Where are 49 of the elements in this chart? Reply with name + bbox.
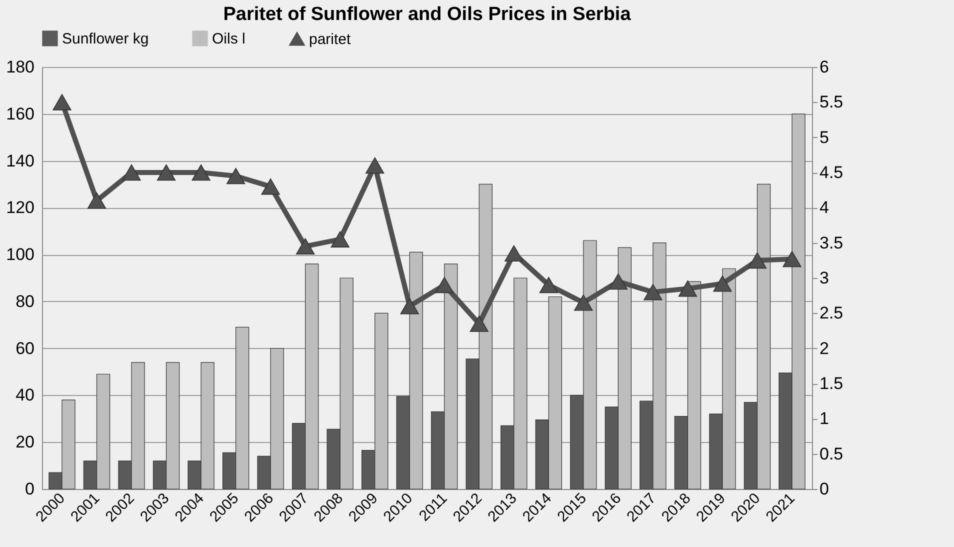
y2-tick-label: 3.5 bbox=[820, 233, 844, 252]
point bbox=[504, 245, 524, 262]
point bbox=[644, 284, 662, 300]
y-tick-label: 120 bbox=[6, 198, 34, 218]
point bbox=[122, 164, 141, 181]
point bbox=[470, 316, 488, 332]
legend-label: paritet bbox=[309, 30, 352, 48]
point bbox=[52, 94, 72, 110]
y2-tick-label: 1 bbox=[820, 409, 829, 428]
y2-tick-label: 4 bbox=[820, 198, 829, 218]
legend-label: Oils l bbox=[212, 30, 246, 48]
point bbox=[296, 238, 315, 254]
point bbox=[539, 276, 558, 294]
legend-label: Sunflower kg bbox=[62, 30, 149, 48]
y2-tick-label: 2 bbox=[820, 338, 829, 358]
point bbox=[192, 164, 210, 181]
point bbox=[226, 168, 246, 184]
y-tick-label: 180 bbox=[6, 58, 34, 76]
y-tick-label: 0 bbox=[25, 480, 34, 498]
point bbox=[574, 294, 593, 311]
y-tick-label: 40 bbox=[16, 386, 34, 405]
point bbox=[678, 280, 698, 297]
y2-tick-label: 5 bbox=[820, 128, 829, 147]
y2-tick-label: 0 bbox=[820, 480, 829, 498]
y2-tick-label: 4.5 bbox=[820, 163, 844, 182]
point bbox=[435, 276, 454, 294]
point bbox=[156, 164, 176, 181]
y-tick-label: 80 bbox=[16, 292, 34, 311]
y2-tick-label: 0.5 bbox=[820, 444, 844, 464]
point bbox=[400, 298, 419, 314]
y-tick-label: 100 bbox=[6, 245, 34, 264]
point bbox=[87, 192, 106, 209]
y2-tick-label: 1.5 bbox=[820, 374, 844, 393]
point bbox=[366, 157, 384, 174]
point bbox=[608, 273, 628, 290]
y-tick-label: 160 bbox=[6, 104, 34, 124]
point bbox=[713, 275, 732, 292]
y2-tick-label: 5.5 bbox=[820, 92, 844, 112]
y-tick-label: 140 bbox=[6, 151, 34, 170]
point bbox=[748, 252, 767, 269]
y-tick-label: 60 bbox=[16, 338, 34, 358]
y2-tick-label: 3 bbox=[820, 268, 829, 288]
chart-title: Paritet of Sunflower and Oils Prices in Serbia bbox=[223, 4, 632, 25]
point bbox=[782, 250, 802, 268]
point bbox=[261, 178, 280, 195]
point bbox=[330, 231, 350, 248]
y-tick-label: 20 bbox=[16, 432, 34, 452]
y2-tick-label: 6 bbox=[820, 58, 829, 76]
y2-tick-label: 2.5 bbox=[820, 304, 844, 323]
